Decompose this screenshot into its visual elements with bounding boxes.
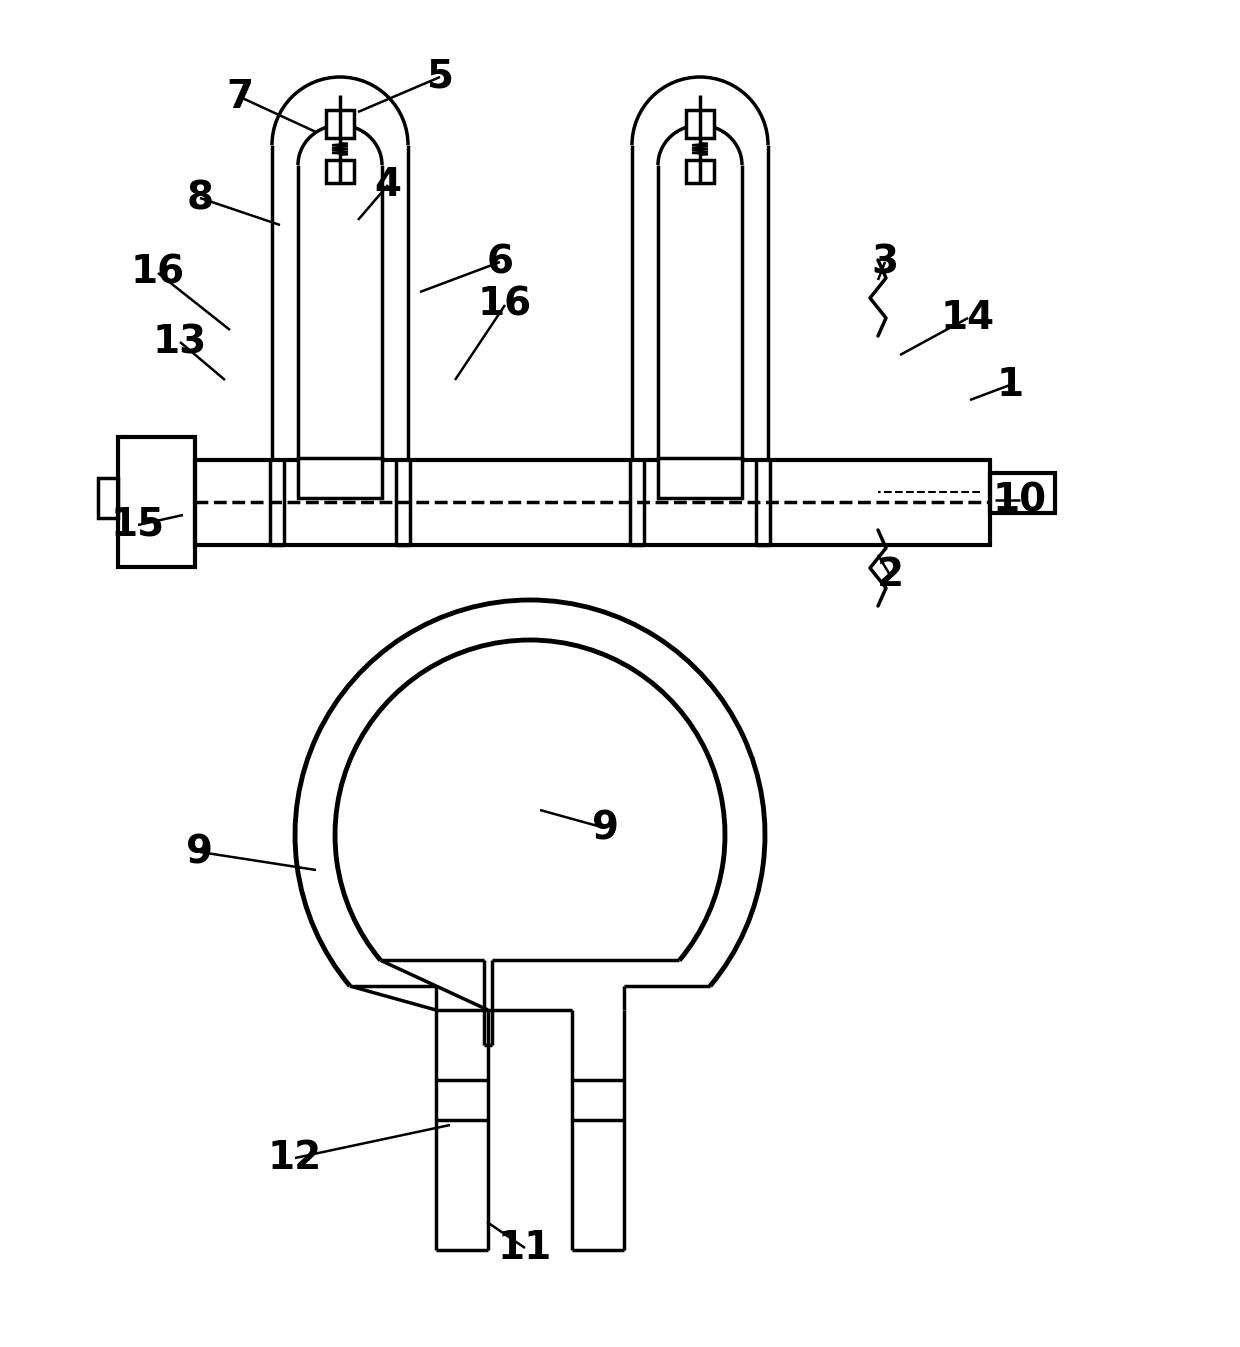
- Bar: [686, 110, 714, 137]
- Text: 12: 12: [268, 1140, 322, 1177]
- Bar: [658, 458, 742, 498]
- Bar: [326, 110, 353, 137]
- Text: 7: 7: [227, 78, 253, 116]
- Text: 4: 4: [374, 166, 402, 203]
- Bar: [195, 459, 990, 546]
- Text: 9: 9: [186, 832, 213, 872]
- Text: 14: 14: [941, 299, 994, 337]
- Bar: [98, 478, 118, 519]
- Text: 11: 11: [498, 1228, 552, 1268]
- Text: 8: 8: [186, 179, 213, 217]
- Text: 5: 5: [427, 58, 454, 96]
- Bar: [298, 458, 382, 498]
- Text: 16: 16: [477, 286, 532, 325]
- Bar: [686, 160, 714, 183]
- Text: 16: 16: [131, 255, 185, 292]
- Bar: [118, 436, 195, 567]
- Text: 2: 2: [877, 556, 904, 594]
- Bar: [990, 473, 1055, 513]
- Text: 15: 15: [110, 506, 165, 544]
- Text: 1: 1: [997, 366, 1023, 404]
- Text: 3: 3: [872, 242, 899, 282]
- Bar: [326, 160, 353, 183]
- Text: 6: 6: [486, 242, 513, 282]
- Text: 9: 9: [591, 810, 619, 847]
- Text: 13: 13: [153, 323, 207, 361]
- Text: 10: 10: [993, 481, 1047, 519]
